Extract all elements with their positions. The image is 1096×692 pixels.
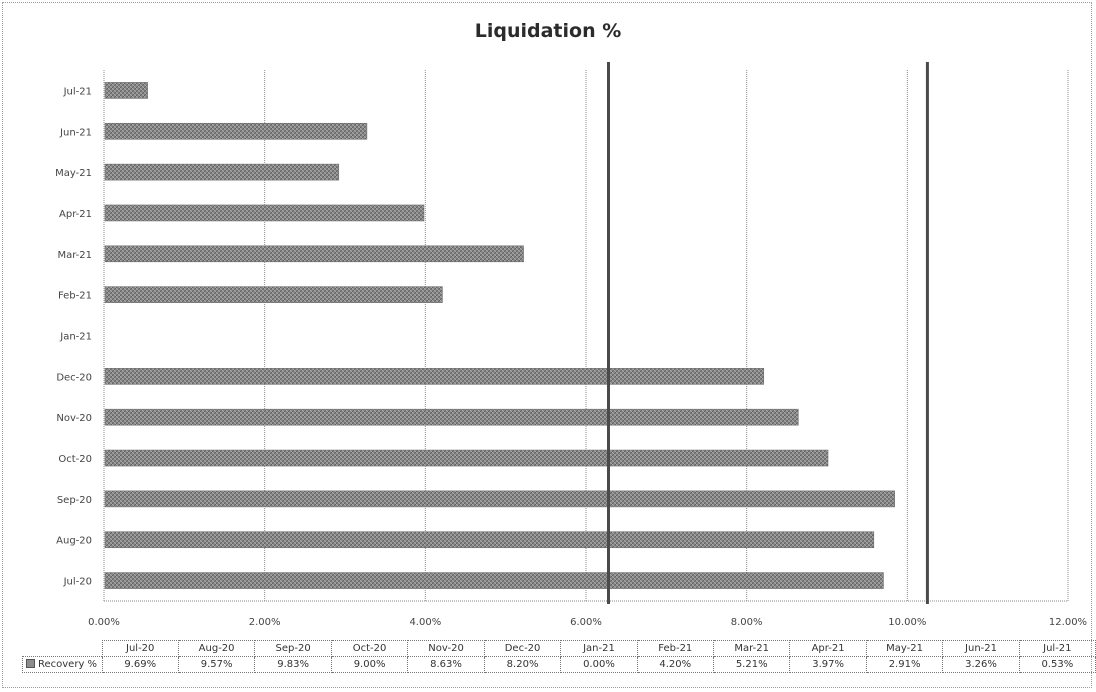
data-table-value: 8.20%	[483, 656, 562, 673]
chart-title: Liquidation %	[474, 20, 622, 42]
bar-jun-21	[104, 122, 368, 140]
reference-lines	[606, 62, 929, 604]
data-table-month: Aug-20	[177, 640, 256, 657]
bar-jul-20	[104, 572, 884, 589]
data-table-value: 8.63%	[407, 656, 485, 673]
category-label: Aug-20	[56, 536, 92, 547]
data-table-value: 9.57%	[177, 656, 256, 673]
data-table-value: 3.26%	[942, 656, 1020, 673]
category-label: Jul-20	[63, 577, 92, 588]
data-table-month: Sep-20	[254, 640, 332, 657]
bar-mar-21	[104, 245, 524, 263]
data-table-series-label: Recovery %	[22, 656, 103, 673]
data-table-value: 9.69%	[101, 656, 179, 673]
bar-aug-20	[104, 531, 875, 549]
x-tick-label: 10.00%	[888, 617, 926, 628]
data-table-month: May-21	[865, 640, 944, 657]
data-table-value-row: Recovery % 9.69% 9.57% 9.83% 9.00% 8.63% 8.20…	[22, 656, 1096, 673]
bar-jul-21	[104, 82, 148, 99]
category-label: Sep-20	[57, 495, 92, 506]
bar-oct-20	[104, 449, 829, 467]
data-table-value: 9.83%	[254, 656, 332, 673]
category-label: May-21	[55, 168, 92, 179]
category-label: Jan-21	[59, 332, 92, 343]
bar-feb-21	[104, 286, 443, 303]
bars	[104, 82, 895, 589]
data-table-month: Apr-21	[789, 640, 867, 657]
data-table-header-row: Jul-20 Aug-20 Sep-20 Oct-20 Nov-20 Dec-20 Jan-…	[23, 640, 1096, 657]
data-table-value: 9.00%	[330, 656, 409, 673]
data-table-value: 4.20%	[636, 656, 714, 673]
category-label: Dec-20	[56, 372, 92, 383]
x-tick-label: 4.00%	[409, 617, 441, 628]
data-table: Jul-20 Aug-20 Sep-20 Oct-20 Nov-20 Dec-20 Jan-…	[22, 640, 1096, 673]
data-table-value: 3.97%	[789, 656, 867, 673]
bar-sep-20	[104, 490, 895, 508]
data-table-value: 0.53%	[1018, 656, 1096, 673]
data-table-month: Dec-20	[483, 640, 562, 657]
data-table-month: Jun-21	[942, 640, 1020, 657]
series-name: Recovery %	[38, 659, 98, 670]
data-table-corner	[23, 641, 103, 657]
data-table-month: Jul-21	[1018, 640, 1096, 657]
x-tick-label: 2.00%	[249, 617, 281, 628]
bar-dec-20	[104, 368, 765, 385]
x-tick-label: 0.00%	[88, 617, 120, 628]
category-label: Mar-21	[57, 250, 92, 261]
gridlines	[103, 70, 1069, 602]
category-label: Jun-21	[59, 127, 92, 138]
data-table-month: Mar-21	[712, 640, 791, 657]
category-label: Feb-21	[58, 291, 92, 302]
category-label: Oct-20	[58, 454, 92, 465]
category-axis-labels: Jul-20 Aug-20 Sep-20 Oct-20 Nov-20 Dec-20 Jan-…	[55, 86, 92, 587]
bar-apr-21	[104, 204, 425, 222]
data-table-value: 2.91%	[865, 656, 944, 673]
data-table-month: Jul-20	[101, 640, 179, 657]
data-table-month: Feb-21	[636, 640, 714, 657]
x-tick-label: 6.00%	[570, 617, 602, 628]
data-table-month: Jan-21	[560, 640, 638, 657]
category-label: Nov-20	[56, 413, 92, 424]
data-table-value: 0.00%	[560, 656, 638, 673]
category-label: Jul-21	[63, 86, 92, 97]
legend-key-icon	[26, 659, 35, 668]
value-axis-labels: 0.00% 2.00% 4.00% 6.00% 8.00% 10.00% 12.00%	[88, 617, 1087, 628]
category-label: Apr-21	[59, 209, 92, 220]
data-table-month: Oct-20	[330, 640, 409, 657]
data-table-value: 5.21%	[712, 656, 791, 673]
data-table-month: Nov-20	[407, 640, 485, 657]
x-tick-label: 12.00%	[1049, 617, 1087, 628]
bar-nov-20	[104, 408, 799, 426]
x-tick-label: 8.00%	[731, 617, 763, 628]
bar-may-21	[104, 163, 340, 181]
